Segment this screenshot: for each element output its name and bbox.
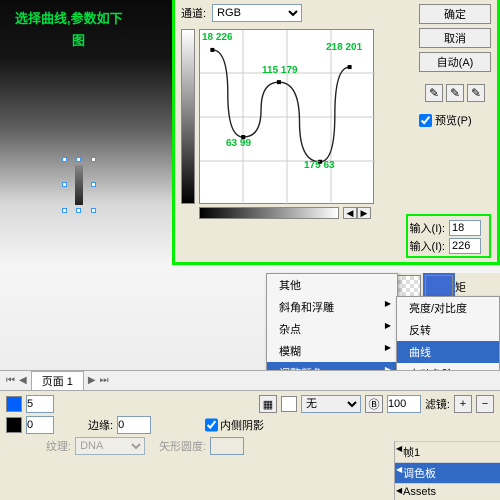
round-label: 矢形圆度:: [159, 438, 206, 454]
resize-handle[interactable]: [91, 157, 96, 162]
channel-label: 通道:: [181, 5, 206, 21]
curve-point-label: 18 226: [202, 32, 233, 43]
style-select[interactable]: 无: [301, 395, 361, 413]
side-tab-assets[interactable]: Assets: [395, 483, 500, 500]
side-panel-tabs: 帧1 调色板 Assets: [394, 441, 500, 500]
page-nav-prev-icon[interactable]: ◀: [19, 375, 27, 386]
texture-label: 纹理:: [46, 438, 71, 454]
auto-button[interactable]: 自动(A): [419, 52, 491, 72]
tool-icon[interactable]: ▦: [259, 395, 277, 413]
inner-shadow-label: 内侧阴影: [220, 417, 264, 433]
gradient-horizontal: [199, 207, 339, 219]
opacity-input[interactable]: [387, 395, 421, 413]
filters-label: 滤镜:: [425, 396, 450, 412]
hint-char: 图: [72, 30, 85, 49]
ok-button[interactable]: 确定: [419, 4, 491, 24]
submenu-item[interactable]: 亮度/对比度: [397, 297, 499, 319]
curve-mode-btn[interactable]: ▶: [357, 207, 371, 219]
round-input: [210, 437, 244, 455]
remove-filter-icon[interactable]: −: [476, 395, 494, 413]
preview-checkbox[interactable]: [419, 114, 432, 127]
menu-item[interactable]: 杂点: [267, 318, 397, 340]
menu-item[interactable]: 其他: [267, 274, 397, 296]
submenu-item[interactable]: 反转: [397, 319, 499, 341]
resize-handle[interactable]: [62, 208, 67, 213]
channel-select[interactable]: RGB: [212, 4, 302, 22]
curve-mode-btn[interactable]: ◀: [343, 207, 357, 219]
page-tab[interactable]: 页面 1: [31, 371, 84, 390]
resize-handle[interactable]: [62, 157, 67, 162]
resize-handle[interactable]: [91, 182, 96, 187]
curve-point-label: 63 99: [226, 138, 251, 149]
edge-input[interactable]: [117, 416, 151, 434]
side-tab-frames[interactable]: 帧1: [395, 441, 500, 462]
edge-label: 边缘:: [88, 417, 113, 433]
resize-handle[interactable]: [62, 182, 67, 187]
output-value[interactable]: [449, 238, 481, 254]
menu-item[interactable]: 斜角和浮雕: [267, 296, 397, 318]
curve-point-label: 115 179: [262, 65, 298, 76]
selected-object[interactable]: [65, 160, 93, 210]
hint-text: 选择曲线,参数如下: [15, 8, 123, 27]
curve-svg: [200, 30, 375, 205]
eyedropper-black-icon[interactable]: ✎: [425, 84, 443, 102]
resize-handle[interactable]: [76, 208, 81, 213]
stroke-swatch[interactable]: [6, 417, 22, 433]
inner-shadow-checkbox[interactable]: [205, 416, 218, 434]
color-swatch[interactable]: [6, 396, 22, 412]
fill-swatch[interactable]: [281, 396, 297, 412]
preview-label: 预览(P): [435, 112, 472, 128]
bold-icon[interactable]: Ⓑ: [365, 395, 383, 413]
texture-select: DNA: [75, 437, 145, 455]
resize-handle[interactable]: [76, 157, 81, 162]
spinner-input[interactable]: [26, 416, 54, 434]
gradient-vertical: [181, 29, 195, 204]
curve-point-label: 175 63: [304, 160, 335, 171]
output-label: 输入(I):: [410, 238, 445, 254]
curves-dialog: 通道: RGB 18 22663 99115 179175 63218 201 …: [172, 0, 500, 265]
page-nav-next-icon[interactable]: ▶: [88, 375, 96, 386]
eyedropper-white-icon[interactable]: ✎: [467, 84, 485, 102]
input-label: 输入(I):: [410, 220, 445, 236]
cancel-button[interactable]: 取消: [419, 28, 491, 48]
curve-point-label: 218 201: [326, 42, 362, 53]
resize-handle[interactable]: [91, 208, 96, 213]
spinner-input[interactable]: [26, 395, 54, 413]
page-nav-last-icon[interactable]: ⏭: [100, 375, 109, 386]
submenu-item[interactable]: 曲线: [397, 341, 499, 363]
input-value[interactable]: [449, 220, 481, 236]
menu-item[interactable]: 模糊: [267, 340, 397, 362]
eyedropper-gray-icon[interactable]: ✎: [446, 84, 464, 102]
layer-label: 矩: [455, 279, 466, 295]
curve-graph[interactable]: 18 226 63 99 115 179 175 63 218 201: [199, 29, 374, 204]
add-filter-icon[interactable]: +: [454, 395, 472, 413]
side-tab-palette[interactable]: 调色板: [395, 462, 500, 483]
page-nav-first-icon[interactable]: ⏮: [6, 375, 15, 386]
object-shape: [75, 165, 83, 205]
